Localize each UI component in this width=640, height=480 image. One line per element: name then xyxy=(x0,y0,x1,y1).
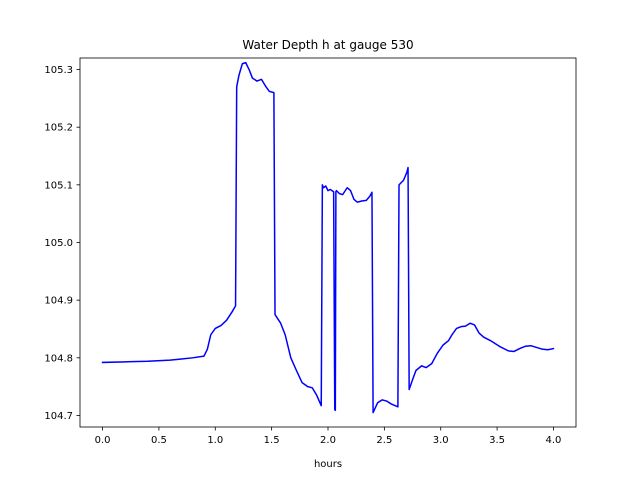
y-axis-ticks: 104.7 104.8 104.9 105.0 105.1 105.2 105.3 xyxy=(44,65,80,422)
x-tick-label: 2.0 xyxy=(320,435,336,446)
x-axis-ticks: 0.0 0.5 1.0 1.5 2.0 2.5 3.0 3.5 4.0 xyxy=(95,427,562,446)
x-tick-label: 0.0 xyxy=(95,435,111,446)
x-tick-label: 4.0 xyxy=(546,435,562,446)
x-tick-label: 3.5 xyxy=(489,435,505,446)
y-tick-label: 105.2 xyxy=(44,123,73,134)
x-tick-label: 1.0 xyxy=(207,435,223,446)
x-tick-label: 3.0 xyxy=(433,435,449,446)
chart-title: Water Depth h at gauge 530 xyxy=(242,38,413,52)
y-tick-label: 105.3 xyxy=(44,65,73,76)
x-tick-label: 2.5 xyxy=(376,435,392,446)
y-tick-label: 104.9 xyxy=(44,296,73,307)
x-tick-label: 0.5 xyxy=(151,435,167,446)
y-tick-label: 104.8 xyxy=(44,353,73,364)
y-tick-label: 105.0 xyxy=(44,238,73,249)
x-axis-label: hours xyxy=(314,459,342,470)
y-tick-label: 104.7 xyxy=(44,411,73,422)
y-tick-label: 105.1 xyxy=(44,180,73,191)
x-tick-label: 1.5 xyxy=(264,435,280,446)
series-line xyxy=(101,61,555,414)
